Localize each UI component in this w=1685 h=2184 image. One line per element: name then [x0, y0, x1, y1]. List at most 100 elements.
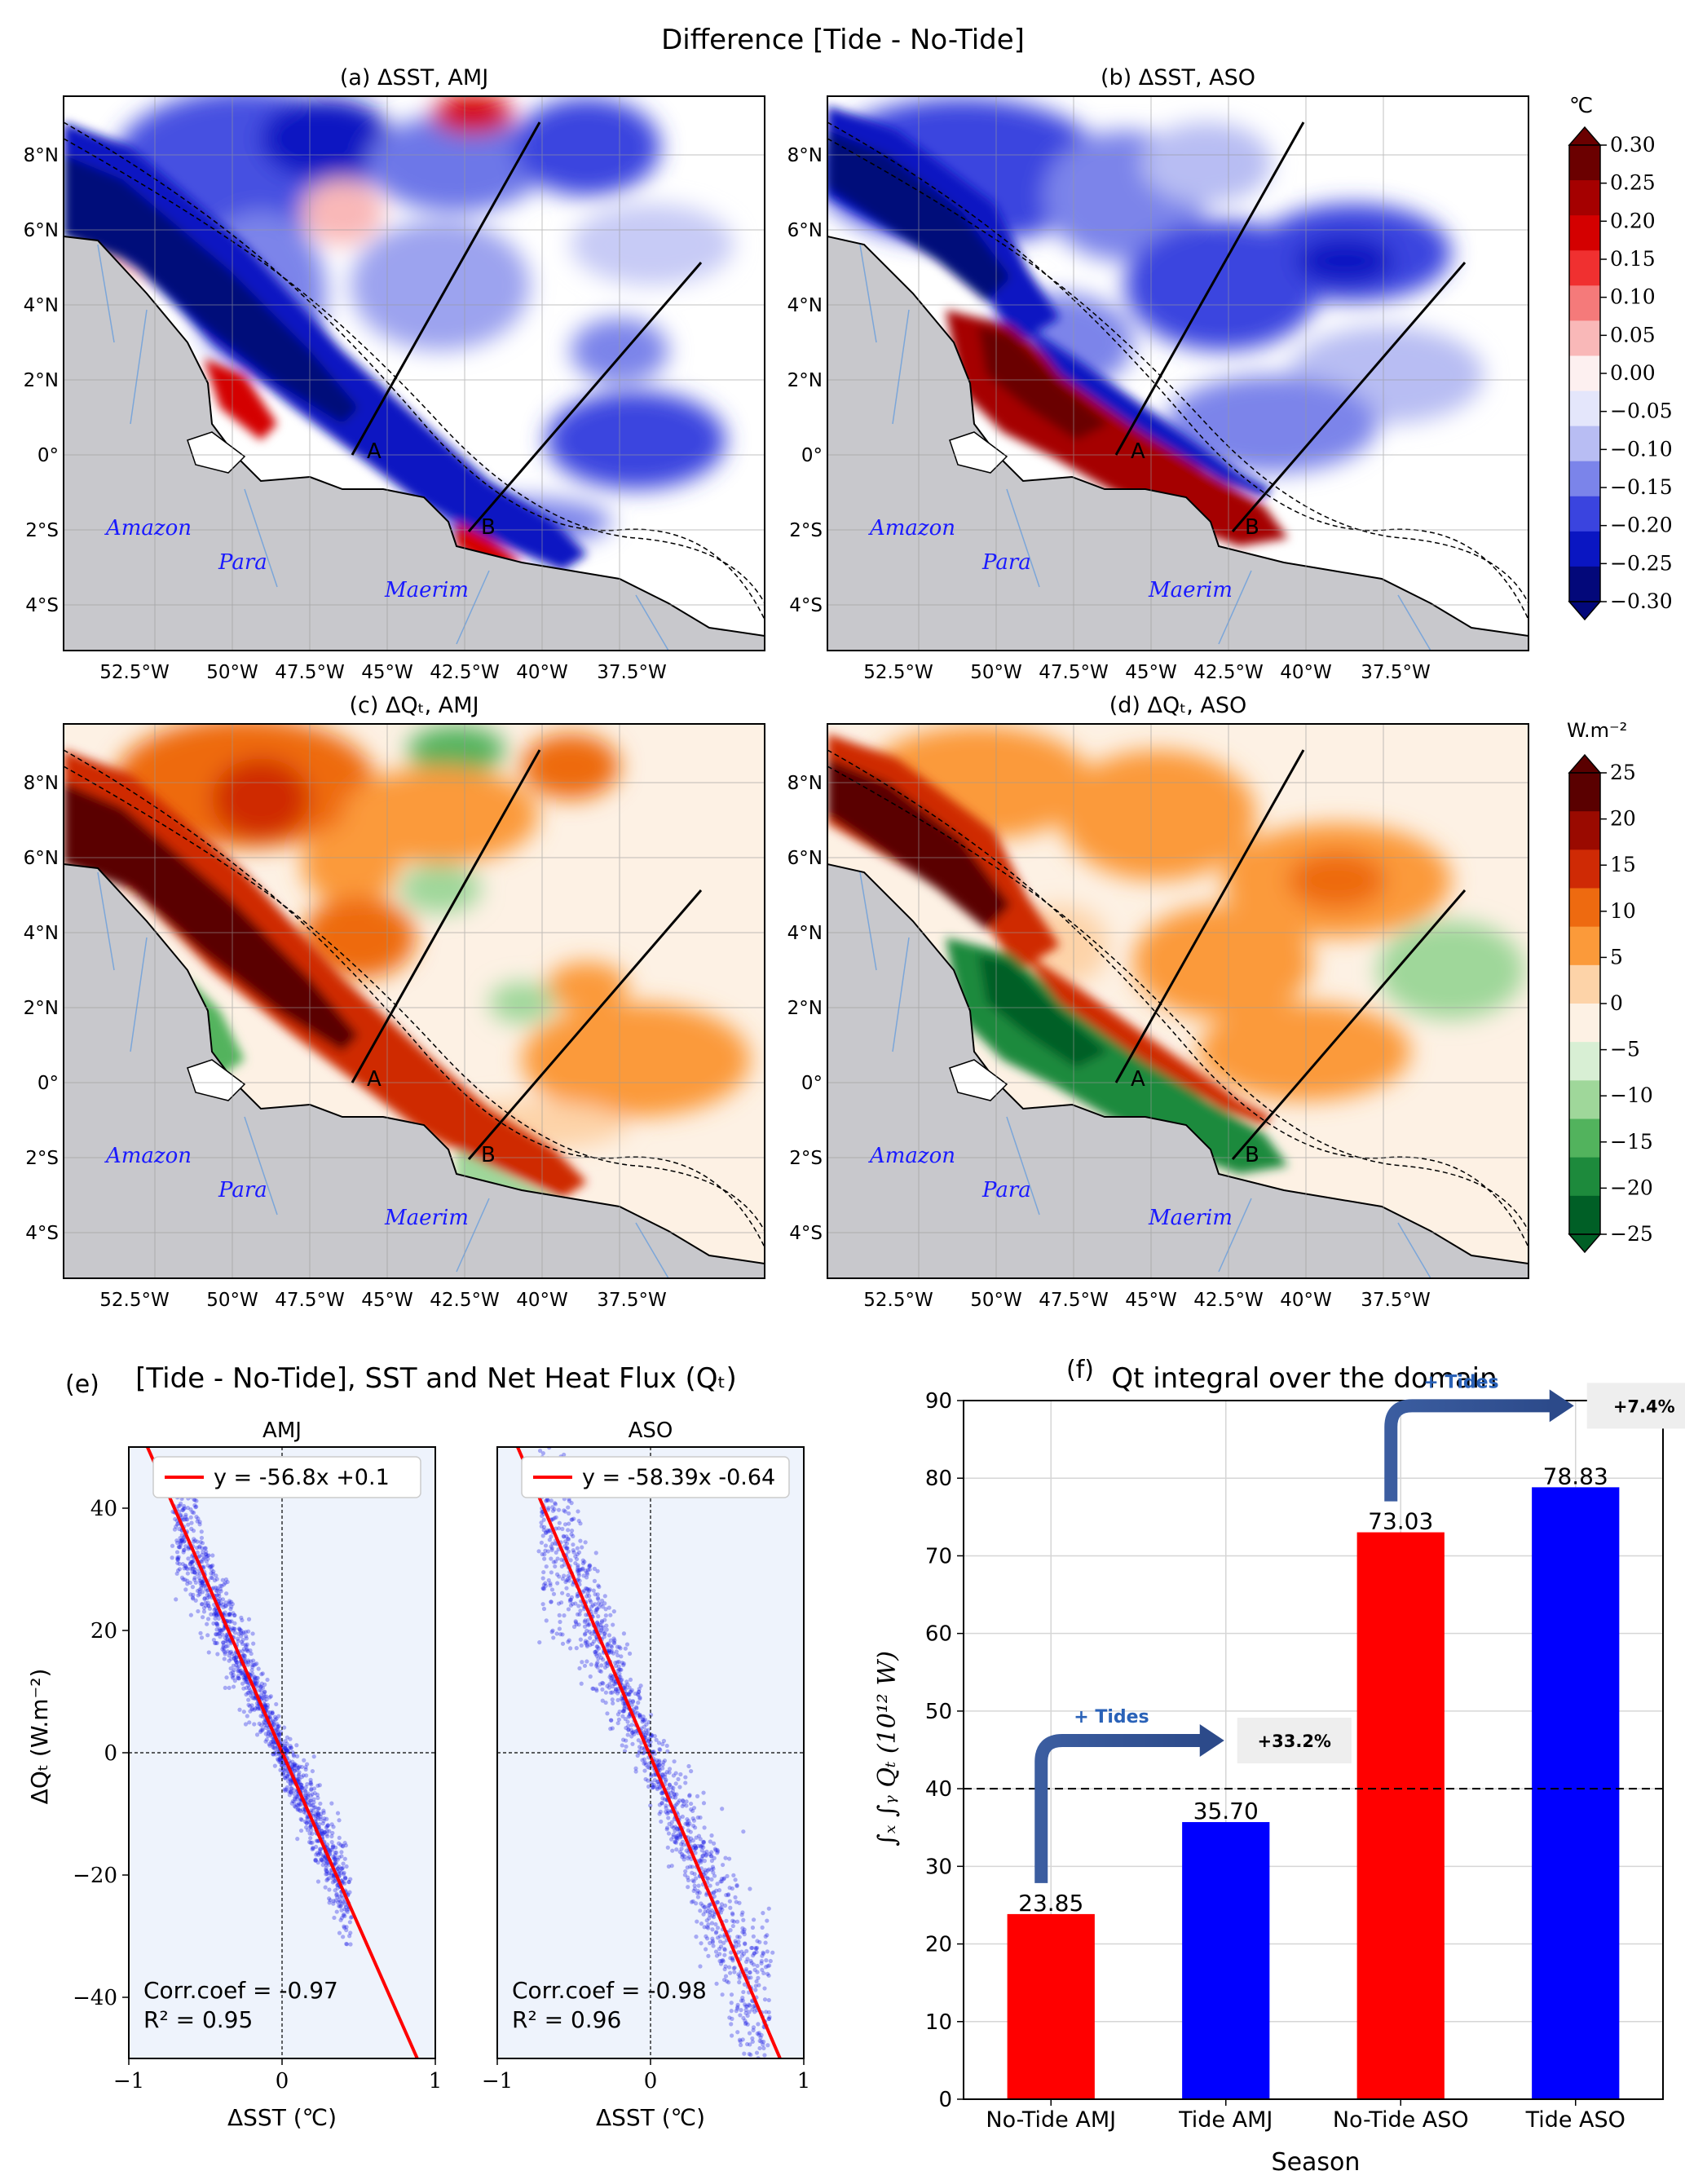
scatter-point: [629, 1727, 633, 1732]
scatter-point: [580, 1567, 584, 1572]
scatter-point: [311, 1786, 317, 1791]
scatter-point: [743, 2010, 748, 2015]
scatter-point: [267, 1710, 272, 1715]
scatter-point: [303, 1811, 308, 1816]
scatter-point: [245, 1642, 249, 1647]
lat-tick: 4°N: [24, 295, 59, 316]
scatter-point: [263, 1725, 268, 1731]
scatter-point: [246, 1683, 251, 1688]
scatter-point: [613, 1681, 618, 1686]
scatter-point: [664, 1809, 668, 1815]
scatter-point: [715, 1849, 721, 1854]
scatter-point: [170, 1543, 175, 1548]
scatter-point: [690, 1838, 695, 1843]
scatter-point: [625, 1732, 630, 1737]
scatter-point: [247, 1720, 252, 1725]
scatter-point: [724, 1893, 729, 1898]
scatter-point: [223, 1650, 227, 1655]
scatter-point: [198, 1630, 203, 1635]
scatter-point: [742, 1982, 748, 1987]
scatter-point: [553, 1564, 558, 1569]
scatter-point: [297, 1801, 302, 1806]
scatter-point: [241, 1710, 246, 1714]
scatter-point: [567, 1498, 571, 1503]
scatter-point: [196, 1593, 201, 1598]
scatter-point: [205, 1603, 211, 1608]
scatter-point: [326, 1876, 332, 1881]
scatter-point: [713, 1921, 718, 1927]
scatter-point: [758, 2083, 762, 2087]
scatter-point: [584, 1586, 589, 1591]
scatter-point: [197, 1554, 202, 1559]
scatter-point: [615, 1691, 620, 1696]
scatter-point: [673, 1824, 678, 1829]
scatter-point: [275, 1722, 280, 1727]
scatter-point: [659, 1772, 664, 1777]
scatter-point: [291, 1754, 297, 1758]
scatter-point: [333, 1860, 338, 1865]
scatter-point: [253, 1662, 258, 1667]
colorbar-extend-top: [1568, 126, 1602, 146]
scatter-point: [720, 1907, 725, 1913]
scatter-point: [669, 1785, 674, 1790]
scatter-point: [726, 1980, 731, 1985]
scatter-point: [575, 1552, 580, 1557]
scatter-point: [170, 1555, 174, 1560]
scatter-point: [276, 1723, 281, 1729]
scatter-point: [646, 1784, 651, 1789]
scatter-point: [231, 1611, 236, 1616]
scatter-point: [263, 1732, 268, 1736]
scatter-point: [728, 1970, 733, 1975]
colorbar-tick-label: 0.10: [1610, 285, 1656, 309]
colorbar-tick-label: 0.25: [1610, 171, 1656, 195]
scatter-point: [760, 1925, 765, 1930]
scatter-point: [694, 1845, 699, 1850]
scatter-point: [223, 1610, 227, 1615]
land-mask: [64, 235, 765, 651]
scatter-point: [186, 1546, 191, 1551]
scatter-point: [213, 1640, 218, 1646]
scatter-point: [241, 1647, 246, 1652]
lon-tick: 47.5°W: [275, 662, 344, 683]
scatter-point: [262, 1698, 267, 1703]
scatter-point: [695, 1891, 700, 1895]
scatter-point: [643, 1776, 648, 1782]
scatter-point: [694, 1835, 699, 1840]
scatter-point: [234, 1659, 239, 1664]
scatter-point: [657, 1811, 662, 1816]
scatter-point: [698, 1964, 703, 1969]
scatter-ytick-label: −40: [73, 1986, 117, 2010]
scatter-point: [619, 1667, 624, 1672]
scatter-point: [705, 1876, 711, 1882]
section-line-b: [467, 889, 703, 1160]
scatter-point: [330, 1880, 336, 1885]
scatter-point: [700, 1853, 705, 1858]
scatter-point: [224, 1632, 229, 1638]
scatter-point: [765, 2043, 770, 2048]
scatter-point: [668, 1790, 673, 1795]
scatter-point: [538, 1437, 542, 1441]
scatter-point: [178, 1541, 183, 1546]
scatter-point: [179, 1515, 185, 1520]
scatter-point: [671, 1794, 676, 1800]
scatter-point: [289, 1745, 293, 1750]
scatter-point: [659, 1819, 664, 1824]
scatter-point: [324, 1865, 329, 1871]
scatter-point: [243, 1630, 249, 1635]
scatter-point: [338, 1904, 343, 1908]
scatter-point: [337, 1930, 342, 1935]
scatter-point: [705, 1936, 710, 1941]
scatter-point: [236, 1664, 241, 1669]
scatter-point: [638, 1683, 643, 1688]
scatter-point: [623, 1683, 628, 1688]
scatter-point: [241, 1686, 246, 1691]
scatter-point: [622, 1705, 627, 1710]
scatter-point: [228, 1670, 234, 1676]
lon-tick: 50°W: [970, 1290, 1022, 1311]
scatter-point: [221, 1648, 227, 1653]
lat-tick: 4°N: [787, 295, 823, 316]
scatter-point: [543, 1548, 548, 1553]
scatter-point: [753, 2079, 757, 2083]
scatter-point: [315, 1811, 320, 1816]
scatter-point: [566, 1549, 571, 1554]
